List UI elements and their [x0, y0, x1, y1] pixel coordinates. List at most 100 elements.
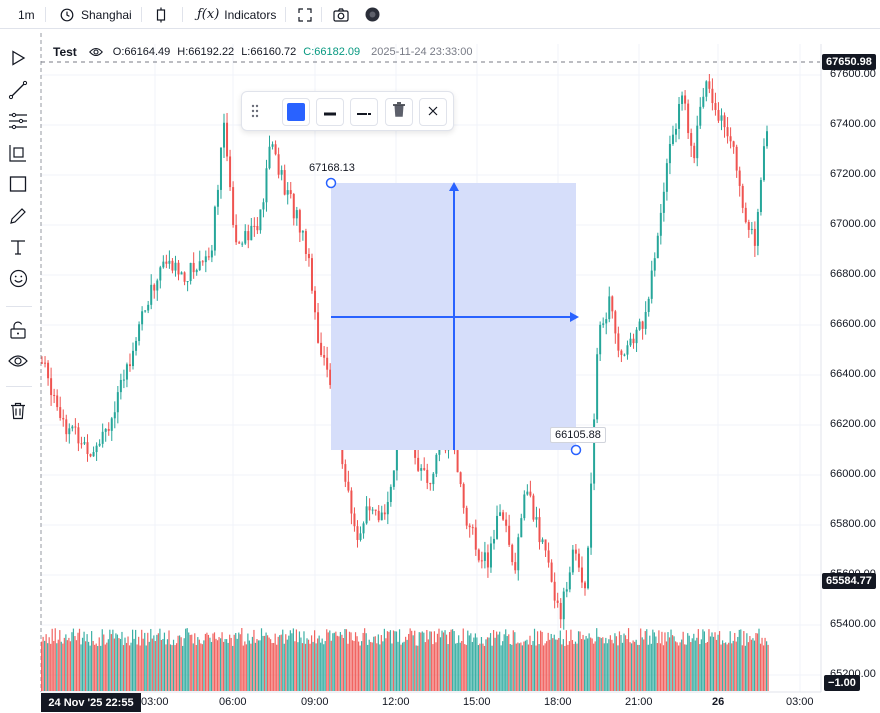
line-style-button[interactable]: [350, 98, 378, 126]
volume-bar: [71, 632, 73, 691]
volume-bar: [86, 634, 88, 691]
candle-body: [250, 225, 253, 241]
volume-bar: [758, 628, 760, 691]
candle-body: [556, 600, 559, 603]
candle-body: [474, 527, 477, 550]
emoji-tool-button[interactable]: [6, 269, 30, 293]
volume-bar: [304, 643, 307, 691]
volume-bar: [694, 640, 696, 691]
close-icon: [428, 103, 438, 121]
candle-body: [371, 509, 374, 511]
candle-body: [68, 428, 71, 435]
volume-bar: [156, 634, 158, 691]
hide-drawings-button[interactable]: [6, 351, 30, 375]
candle-body: [122, 379, 125, 381]
candle-body: [671, 134, 674, 144]
volume-bar: [148, 641, 150, 691]
volume-bar: [718, 631, 721, 691]
volume-bar: [253, 629, 255, 691]
candle-body: [674, 128, 677, 135]
volume-bar: [382, 641, 384, 691]
indicators-button[interactable]: ƒ(x) Indicators: [197, 0, 276, 29]
volume-bar: [741, 645, 743, 691]
volume-bar: [113, 638, 116, 691]
volume-bar: [359, 645, 361, 691]
volume-bar: [623, 633, 625, 691]
candle-body: [156, 280, 159, 291]
volume-bar: [700, 639, 702, 691]
eye-icon[interactable]: [88, 47, 103, 57]
brush-tool-button[interactable]: [6, 206, 30, 230]
volume-bar: [232, 645, 234, 691]
candle-body: [532, 495, 535, 520]
candle-body: [462, 484, 465, 508]
volume-bar: [767, 644, 769, 691]
candle-body: [684, 95, 687, 104]
volume-bar: [265, 632, 267, 691]
volume-bar: [239, 634, 241, 691]
volume-bar: [435, 642, 437, 691]
volume-bar: [88, 641, 90, 691]
volume-bar: [48, 637, 50, 691]
lock-drawings-button[interactable]: [6, 320, 30, 344]
volume-bar: [376, 643, 378, 691]
text-tool-button[interactable]: [6, 237, 30, 261]
pattern-tool-button[interactable]: [6, 143, 30, 167]
rectangle-tool-button[interactable]: [6, 174, 30, 198]
volume-bar: [180, 637, 182, 691]
candle-body: [271, 144, 274, 147]
volume-bar: [321, 638, 323, 691]
cursor-tool-button[interactable]: [6, 48, 30, 72]
volume-value-text: 1.00: [834, 677, 856, 689]
timezone-button[interactable]: Shanghai: [60, 0, 132, 29]
remove-drawings-button[interactable]: [6, 401, 30, 425]
volume-bar: [289, 630, 291, 691]
volume-bar: [573, 643, 575, 691]
volume-bar: [646, 629, 648, 691]
fill-color-button[interactable]: [282, 98, 310, 126]
volume-bar: [544, 643, 546, 691]
volume-bar: [127, 636, 129, 691]
volume-bar: [385, 638, 387, 691]
candle-body: [729, 136, 732, 142]
volume-bar: [433, 631, 436, 691]
delete-drawing-button[interactable]: [385, 98, 413, 126]
volume-bar: [47, 643, 49, 691]
time-tick-label: 09:00: [301, 696, 329, 708]
volume-bar: [367, 644, 369, 691]
candle-body: [368, 506, 371, 511]
candle-body: [681, 95, 684, 104]
chart-type-button[interactable]: [155, 0, 167, 29]
interval-button[interactable]: 1m: [18, 0, 35, 29]
drag-handle-icon[interactable]: [251, 104, 259, 123]
close-toolbar-button[interactable]: [419, 98, 447, 126]
volume-bar: [761, 637, 763, 691]
candle-body: [587, 547, 590, 589]
volume-bar: [151, 638, 153, 691]
candle-body: [353, 513, 356, 527]
volume-bar: [579, 631, 581, 691]
screenshot-button[interactable]: [333, 0, 349, 29]
candle-body: [165, 261, 168, 264]
volume-bar: [110, 634, 112, 691]
line-width-button[interactable]: [316, 98, 344, 126]
volume-bar: [288, 635, 290, 691]
volume-bar: [764, 637, 766, 691]
volume-bar: [203, 640, 205, 691]
fullscreen-button[interactable]: [298, 0, 312, 29]
volume-bar: [541, 631, 543, 691]
timezone-label: Shanghai: [81, 7, 132, 22]
volume-bar: [192, 643, 194, 691]
trendline-tool-button[interactable]: [6, 80, 30, 104]
volume-bar: [599, 637, 601, 691]
volume-bar: [609, 635, 611, 691]
volume-bar: [588, 633, 590, 691]
candle-body: [226, 122, 229, 157]
candle-body: [323, 355, 326, 358]
fib-tool-button[interactable]: [6, 111, 30, 135]
volume-bar: [370, 641, 372, 691]
emoji-icon: [9, 269, 28, 293]
theme-button[interactable]: [365, 0, 380, 29]
volume-bar: [295, 629, 298, 691]
